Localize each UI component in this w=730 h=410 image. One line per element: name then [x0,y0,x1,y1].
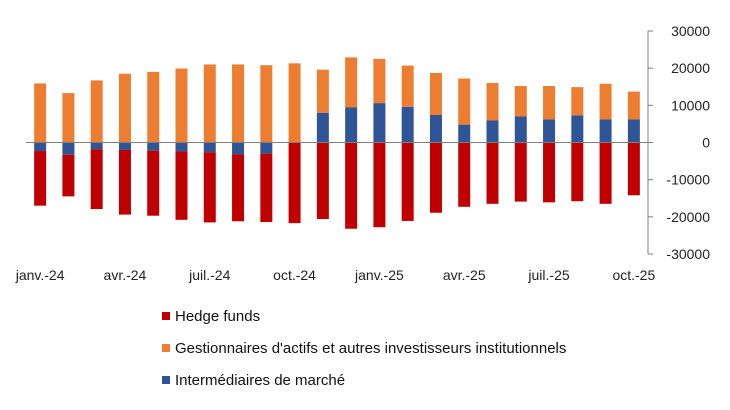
bar-segment-1-8 [260,65,273,143]
bar-segment-1-14 [429,73,442,115]
bar-segment-2-16 [486,142,499,204]
x-tick-label: janv.-24 [15,267,65,283]
bar-segment-1-20 [599,83,612,120]
bar-segment-1-0 [34,83,47,143]
bar-segment-2-11 [345,142,358,229]
bar-segment-1-17 [514,86,527,117]
y-tick-label: -10000 [666,172,710,188]
axes-layer [26,30,653,255]
y-tick-label: 20000 [671,60,710,76]
bar-segment-1-18 [543,86,556,120]
x-tick-label: janv.-25 [354,267,404,283]
bar-segment-0-16 [486,120,499,143]
bar-segment-2-15 [458,142,471,207]
legend-item-hedge-funds: Hedge funds [162,300,566,332]
bar-segment-2-13 [401,142,414,221]
bar-segment-2-12 [373,142,386,228]
x-tick-label: juil.-25 [527,267,569,283]
legend-label: Hedge funds [175,307,261,325]
x-tick-label: avr.-25 [443,267,486,283]
bar-segment-1-4 [147,71,160,143]
y-tick-label: 30000 [671,23,710,39]
bar-segment-0-7 [232,142,245,155]
y-tick-label: -30000 [666,246,710,262]
legend-swatch [162,312,170,320]
legend-swatch [162,376,170,384]
x-tick-label: juil.-24 [188,267,230,283]
legend-item-market-intermediaries: Intermédiaires de marché [162,364,566,396]
bar-segment-2-2 [90,149,103,210]
y-tick-label: -20000 [666,209,710,225]
bar-segment-1-3 [118,73,131,143]
bar-segment-0-20 [599,119,612,143]
bar-segment-0-18 [543,119,556,143]
bar-segment-1-13 [401,65,414,107]
stacked-bar-chart: 30000 20000 10000 0 -10000 -20000 -30000 janv.… [15,23,710,283]
bar-segment-0-14 [429,115,442,143]
bar-segment-0-17 [514,116,527,143]
bar-segment-1-10 [316,69,329,113]
bar-segment-0-6 [203,142,216,153]
bar-segment-2-14 [429,142,442,213]
bars-layer [34,57,640,229]
bar-segment-2-17 [514,142,527,202]
bar-segment-1-16 [486,83,499,121]
legend-label: Gestionnaires d'actifs et autres investi… [175,339,567,357]
bar-segment-0-10 [316,112,329,143]
bar-segment-0-19 [571,115,584,143]
bar-segment-0-0 [34,142,47,152]
bar-segment-2-20 [599,142,612,204]
bar-segment-2-4 [147,150,160,216]
bar-segment-1-12 [373,58,386,104]
bar-segment-2-10 [316,142,329,220]
bar-segment-1-11 [345,57,358,108]
bar-segment-0-11 [345,107,358,143]
legend-label: Intermédiaires de marché [175,371,346,389]
y-tick-label: 10000 [671,97,710,113]
bar-segment-0-3 [118,142,131,150]
y-tick-label: 0 [702,135,710,151]
bar-segment-1-15 [458,78,471,125]
bar-segment-0-2 [90,142,103,150]
bar-segment-1-5 [175,68,188,143]
x-axis-ticks: janv.-24 avr.-24 juil.-24 oct.-24 janv.-25 av… [15,267,656,283]
bar-segment-1-9 [288,63,301,143]
bar-segment-2-3 [118,149,131,215]
x-tick-label: oct.-24 [273,267,316,283]
bar-segment-1-2 [90,80,103,143]
bar-segment-2-0 [34,151,47,206]
bar-segment-1-6 [203,64,216,143]
bar-segment-1-1 [62,93,75,143]
bar-segment-2-1 [62,154,75,197]
y-axis-ticks: 30000 20000 10000 0 -10000 -20000 -30000 [666,23,710,262]
x-tick-label: avr.-24 [104,267,147,283]
bar-segment-0-15 [458,124,471,143]
bar-segment-2-8 [260,153,273,223]
chart-legend: Hedge funds Gestionnaires d'actifs et au… [162,300,566,396]
bar-segment-1-7 [232,64,245,143]
bar-segment-0-5 [175,142,188,152]
bar-segment-2-21 [627,142,640,196]
bar-segment-2-6 [203,152,216,223]
bar-segment-2-5 [175,151,188,220]
bar-segment-2-7 [232,154,245,222]
x-tick-label: oct.-25 [612,267,655,283]
bar-segment-0-4 [147,142,160,151]
bar-segment-1-21 [627,91,640,120]
bar-segment-0-21 [627,119,640,143]
legend-item-asset-managers: Gestionnaires d'actifs et autres investi… [162,332,566,364]
bar-segment-0-1 [62,142,75,155]
bar-segment-2-18 [543,142,556,203]
bar-segment-0-8 [260,142,273,154]
bar-segment-0-13 [401,106,414,143]
bar-segment-2-9 [288,142,301,224]
bar-segment-1-19 [571,87,584,116]
bar-segment-0-12 [373,103,386,143]
bar-segment-2-19 [571,142,584,202]
legend-swatch [162,344,170,352]
